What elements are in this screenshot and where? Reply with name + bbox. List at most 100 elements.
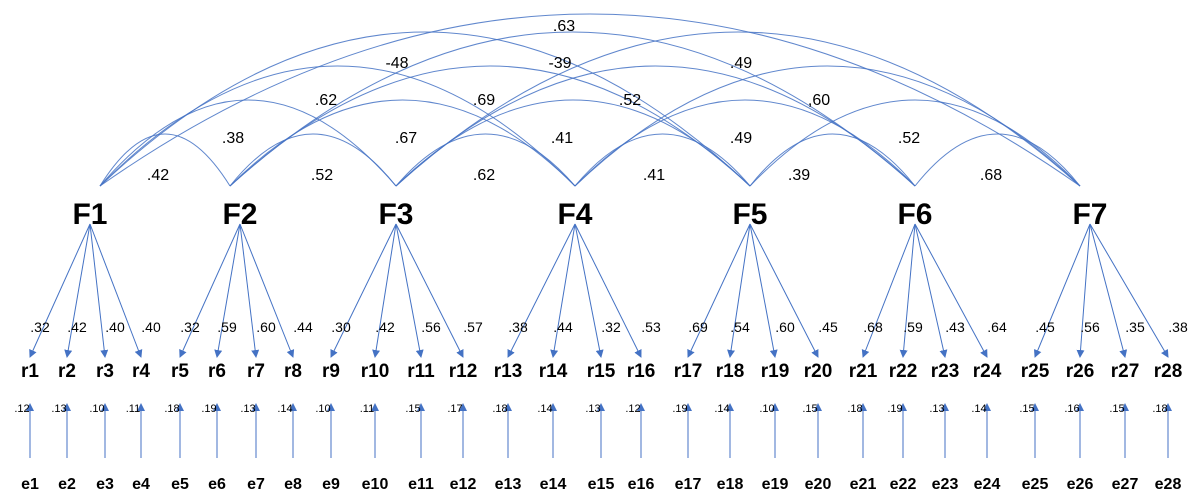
item-label-r8: r8 [284, 361, 302, 382]
factor-label-f6: F6 [897, 198, 932, 231]
factor-label-f2: F2 [222, 198, 257, 231]
item-label-r10: r10 [361, 361, 390, 382]
error-label-e10: e10 [362, 476, 389, 493]
correlation-arc-f2-f6 [229, 31, 916, 187]
loading-label-r13: .38 [508, 319, 528, 335]
correlation-label-f2-f3: .52 [311, 167, 333, 184]
correlation-arc-f5-f6 [749, 133, 916, 187]
error-label-e5: e5 [171, 476, 189, 493]
error-label-e11: e11 [408, 476, 434, 493]
correlation-arc-f3-f4 [395, 133, 576, 187]
error-label-e9: e9 [322, 476, 340, 493]
diagram-labels: .42 .52 .62 .41 .39 .68 .38 .67 .41 .49 .52 .62 .69.… [14, 18, 1188, 493]
residual-label-r6: .19 [201, 403, 216, 415]
correlation-arc-f1-f7 [99, 13, 1081, 187]
residual-label-r12: .17 [447, 403, 462, 415]
correlation-label-f1-f4: .62 [315, 92, 337, 109]
loading-label-r16: .53 [641, 319, 661, 335]
error-label-e16: e16 [628, 476, 655, 493]
correlation-label-f4-f5: .41 [643, 167, 665, 184]
loading-label-r11: .56 [421, 319, 441, 335]
error-label-e17: e17 [675, 476, 702, 493]
item-label-r12: r12 [449, 361, 478, 382]
residual-label-r15: .13 [585, 403, 600, 415]
error-label-e14: e14 [540, 476, 567, 493]
correlation-arc-f1-f5 [99, 31, 751, 187]
item-label-r25: r25 [1021, 361, 1050, 382]
residual-label-r22: .19 [887, 403, 902, 415]
loading-path-r8 [239, 223, 295, 358]
loading-path-r6 [214, 223, 241, 358]
residual-label-r25: .15 [1019, 403, 1034, 415]
factor-label-f7: F7 [1072, 198, 1107, 231]
loading-label-r14: .44 [553, 319, 573, 335]
correlation-label-f5-f7: .52 [898, 130, 920, 147]
correlation-label-f3-f7: .49 [730, 55, 752, 72]
residual-label-r20: .15 [802, 403, 817, 415]
residual-label-r4: .11 [126, 403, 140, 415]
item-label-r21: r21 [849, 361, 878, 382]
error-label-e2: e2 [58, 476, 76, 493]
item-label-r15: r15 [587, 361, 616, 382]
residual-label-r10: .11 [360, 403, 374, 415]
error-label-e8: e8 [284, 476, 302, 493]
loading-label-r8: .44 [293, 319, 313, 335]
factor-label-f3: F3 [378, 198, 413, 231]
loading-label-r5: .32 [180, 319, 200, 335]
loading-path-r17 [687, 223, 751, 358]
loading-label-r21: .68 [863, 319, 883, 335]
error-label-e23: e23 [932, 476, 959, 493]
item-label-r17: r17 [674, 361, 703, 382]
correlation-label-f4-f6: .49 [730, 130, 752, 147]
item-label-r27: r27 [1111, 361, 1140, 382]
loading-path-r14 [550, 223, 576, 358]
error-label-e4: e4 [132, 476, 150, 493]
error-label-e18: e18 [717, 476, 744, 493]
loading-label-r27: .35 [1125, 319, 1145, 335]
loading-path-r26 [1076, 223, 1091, 358]
residual-label-r9: .10 [315, 403, 330, 415]
error-label-e26: e26 [1067, 476, 1094, 493]
loading-label-r23: .43 [945, 319, 965, 335]
residual-label-r21: .18 [847, 403, 862, 415]
residual-label-r17: .19 [672, 403, 687, 415]
factor-label-f4: F4 [557, 198, 592, 231]
correlation-label-f2-f6: -39 [548, 55, 571, 72]
residual-label-r18: .14 [714, 403, 729, 415]
correlation-label-f1-f7: .63 [553, 18, 575, 35]
loading-path-r20 [749, 223, 819, 358]
residual-label-r27: .15 [1109, 403, 1124, 415]
residual-label-r2: .13 [51, 403, 66, 415]
error-label-e24: e24 [974, 476, 1001, 493]
loading-label-r7: .60 [256, 319, 276, 335]
loading-path-r5 [179, 223, 241, 358]
item-label-r14: r14 [539, 361, 568, 382]
item-label-r24: r24 [973, 361, 1002, 382]
loading-path-r25 [1033, 223, 1091, 358]
loading-label-r3: .40 [105, 319, 125, 335]
residual-label-r28: .18 [1152, 403, 1167, 415]
residual-label-r16: .12 [625, 403, 640, 415]
correlation-arc-f3-f7 [395, 31, 1081, 187]
loading-label-r24: .64 [987, 319, 1007, 335]
residual-label-r14: .14 [537, 403, 552, 415]
error-label-e25: e25 [1022, 476, 1049, 493]
item-label-r7: r7 [247, 361, 265, 382]
correlation-label-f1-f3: .38 [222, 130, 244, 147]
loading-label-r9: .30 [331, 319, 351, 335]
correlation-label-f3-f6: .52 [619, 92, 641, 109]
loading-path-r28 [1089, 223, 1169, 358]
loading-path-r4 [89, 223, 143, 358]
error-label-e21: e21 [850, 476, 877, 493]
item-label-r22: r22 [889, 361, 918, 382]
error-label-e28: e28 [1155, 476, 1182, 493]
loading-path-r23 [914, 223, 948, 358]
item-label-r28: r28 [1154, 361, 1183, 382]
loading-path-r9 [330, 223, 397, 358]
loading-path-r11 [395, 223, 424, 358]
loading-path-r7 [239, 223, 260, 358]
loading-path-r15 [574, 223, 604, 358]
item-label-r18: r18 [716, 361, 745, 382]
item-label-r4: r4 [132, 361, 150, 382]
correlation-arc-f6-f7 [914, 133, 1081, 187]
